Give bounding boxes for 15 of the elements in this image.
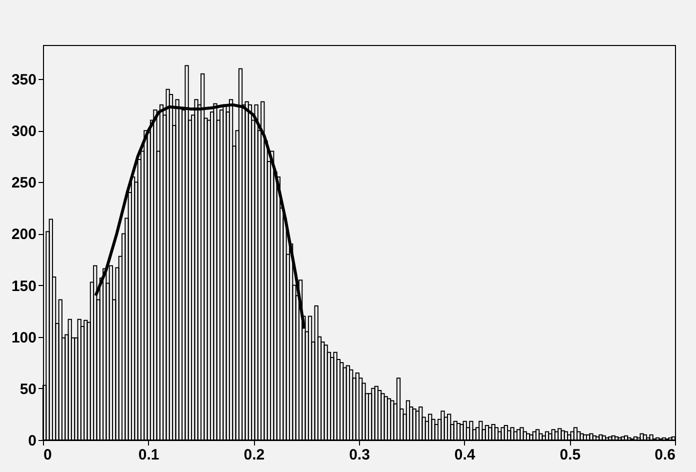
x-tick-label: 0.5: [560, 446, 581, 464]
y-tick-label: 300: [11, 123, 36, 140]
x-tick-label: 0: [44, 446, 52, 464]
y-tick-label: 350: [11, 72, 36, 89]
x-tick-label: 0.6: [654, 446, 676, 464]
x-tick-label: 0.4: [454, 446, 476, 464]
y-tick-label: 50: [20, 380, 36, 398]
x-tick-label: 0.1: [138, 446, 160, 464]
x-tick-label: 0.2: [244, 446, 265, 464]
y-tick-label: 150: [11, 278, 36, 295]
y-tick-label: 200: [11, 226, 36, 244]
y-tick-label: 100: [11, 329, 36, 346]
x-tick-label: 0.3: [349, 446, 370, 464]
y-tick-label: 0: [28, 432, 36, 450]
y-tick-label: 250: [11, 174, 36, 192]
